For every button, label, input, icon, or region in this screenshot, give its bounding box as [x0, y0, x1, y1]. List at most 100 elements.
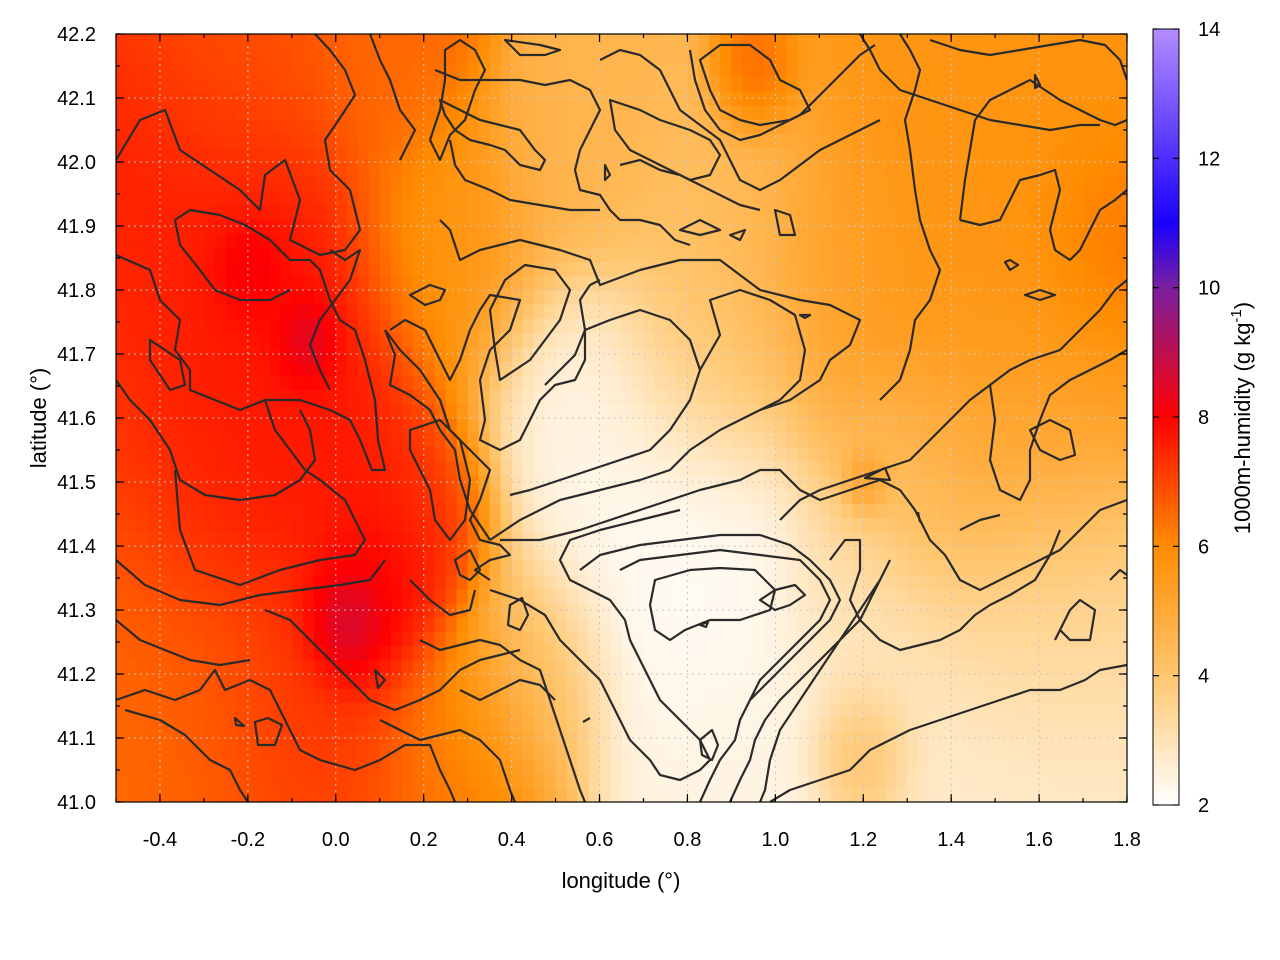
- heatmap-cell: [137, 560, 150, 576]
- heatmap-cell: [665, 176, 678, 192]
- heatmap-cell: [357, 716, 370, 732]
- heatmap-cell: [555, 119, 568, 135]
- heatmap-cell: [500, 247, 513, 263]
- heatmap-cell: [940, 62, 952, 78]
- heatmap-cell: [731, 546, 743, 561]
- heatmap-cell: [841, 773, 853, 789]
- heatmap-cell: [973, 76, 985, 92]
- heatmap-cell: [445, 233, 458, 248]
- heatmap-cell: [379, 346, 392, 362]
- heatmap-cell: [401, 588, 414, 604]
- heatmap-cell: [390, 631, 403, 647]
- heatmap-cell: [808, 332, 820, 348]
- heatmap-cell: [116, 674, 128, 689]
- heatmap-cell: [544, 588, 557, 604]
- heatmap-cell: [181, 674, 194, 689]
- heatmap-cell: [1006, 745, 1018, 760]
- heatmap-cell: [544, 645, 557, 661]
- heatmap-cell: [434, 787, 447, 802]
- heatmap-cell: [434, 403, 447, 419]
- heatmap-cell: [192, 460, 205, 476]
- heatmap-cell: [533, 702, 546, 718]
- heatmap-cell: [324, 716, 337, 732]
- heatmap-cell: [797, 261, 809, 277]
- heatmap-cell: [621, 304, 634, 320]
- heatmap-cell: [1094, 588, 1106, 604]
- heatmap-cell: [566, 133, 579, 149]
- heatmap-cell: [929, 204, 941, 220]
- heatmap-cell: [775, 631, 787, 647]
- heatmap-cell: [214, 275, 227, 291]
- heatmap-cell: [401, 176, 414, 192]
- heatmap-cell: [588, 304, 601, 320]
- heatmap-cell: [918, 133, 930, 149]
- heatmap-cell: [116, 76, 128, 92]
- heatmap-cell: [698, 76, 711, 92]
- heatmap-cell: [863, 446, 875, 462]
- heatmap-cell: [764, 176, 776, 192]
- heatmap-cell: [489, 275, 502, 291]
- heatmap-cell: [324, 233, 337, 248]
- heatmap-cell: [764, 546, 776, 561]
- heatmap-cell: [214, 290, 227, 305]
- heatmap-cell: [522, 432, 535, 448]
- heatmap-cell: [874, 403, 886, 419]
- heatmap-cell: [962, 48, 974, 64]
- heatmap-cell: [302, 787, 315, 802]
- heatmap-cell: [368, 133, 381, 149]
- heatmap-cell: [500, 745, 513, 760]
- heatmap-cell: [709, 787, 722, 802]
- heatmap-cell: [116, 489, 128, 504]
- heatmap-cell: [632, 403, 645, 419]
- heatmap-cell: [489, 560, 502, 576]
- heatmap-cell: [676, 546, 689, 561]
- heatmap-cell: [225, 517, 238, 533]
- heatmap-cell: [973, 574, 985, 590]
- heatmap-cell: [478, 90, 491, 106]
- heatmap-cell: [170, 48, 183, 64]
- heatmap-cell: [731, 474, 743, 490]
- heatmap-cell: [819, 432, 831, 448]
- heatmap-cell: [379, 375, 392, 391]
- heatmap-cell: [214, 659, 227, 675]
- heatmap-cell: [984, 517, 996, 533]
- heatmap-cell: [720, 418, 732, 433]
- heatmap-cell: [588, 546, 601, 561]
- heatmap-cell: [753, 133, 765, 149]
- heatmap-cell: [720, 275, 732, 291]
- heatmap-cell: [610, 119, 623, 135]
- heatmap-cell: [423, 489, 436, 504]
- heatmap-cell: [731, 389, 743, 405]
- heatmap-cell: [951, 446, 963, 462]
- heatmap-cell: [236, 446, 249, 462]
- heatmap-cell: [302, 304, 315, 320]
- heatmap-cell: [1039, 674, 1051, 689]
- heatmap-cell: [621, 76, 634, 92]
- heatmap-cell: [280, 147, 293, 163]
- heatmap-cell: [1006, 659, 1018, 675]
- heatmap-cell: [962, 375, 974, 391]
- heatmap-cell: [357, 460, 370, 476]
- heatmap-cell: [610, 361, 623, 376]
- heatmap-cell: [1039, 773, 1051, 789]
- heatmap-cell: [951, 204, 963, 220]
- heatmap-cell: [830, 446, 842, 462]
- heatmap-cell: [1050, 432, 1062, 448]
- heatmap-cell: [1061, 218, 1073, 234]
- heatmap-cell: [269, 460, 282, 476]
- heatmap-cell: [753, 261, 765, 277]
- heatmap-cell: [203, 617, 216, 632]
- heatmap-cell: [852, 588, 864, 604]
- heatmap-cell: [1083, 247, 1095, 263]
- heatmap-cell: [566, 432, 579, 448]
- heatmap-cell: [116, 418, 128, 433]
- heatmap-cell: [973, 133, 985, 149]
- heatmap-cell: [192, 119, 205, 135]
- heatmap-cell: [203, 147, 216, 163]
- heatmap-cell: [1083, 190, 1095, 206]
- heatmap-cell: [1061, 716, 1073, 732]
- heatmap-cell: [874, 787, 886, 802]
- heatmap-cell: [1006, 318, 1018, 334]
- heatmap-cell: [753, 304, 765, 320]
- heatmap-cell: [962, 617, 974, 632]
